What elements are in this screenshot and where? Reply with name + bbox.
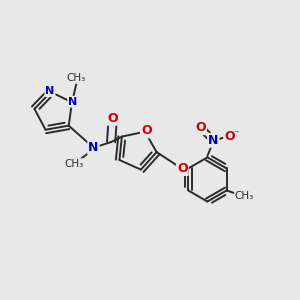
Text: O: O (224, 130, 235, 143)
Text: O: O (141, 124, 152, 137)
Text: N: N (68, 97, 77, 107)
Text: O: O (107, 112, 118, 125)
Text: O: O (195, 121, 206, 134)
Text: N: N (45, 86, 55, 96)
Text: O: O (177, 162, 188, 175)
Text: CH₃: CH₃ (67, 73, 86, 83)
Text: CH₃: CH₃ (235, 191, 254, 201)
Text: N: N (208, 134, 218, 147)
Text: N: N (88, 141, 99, 154)
Text: ⁻: ⁻ (233, 129, 239, 140)
Text: CH₃: CH₃ (65, 159, 84, 169)
